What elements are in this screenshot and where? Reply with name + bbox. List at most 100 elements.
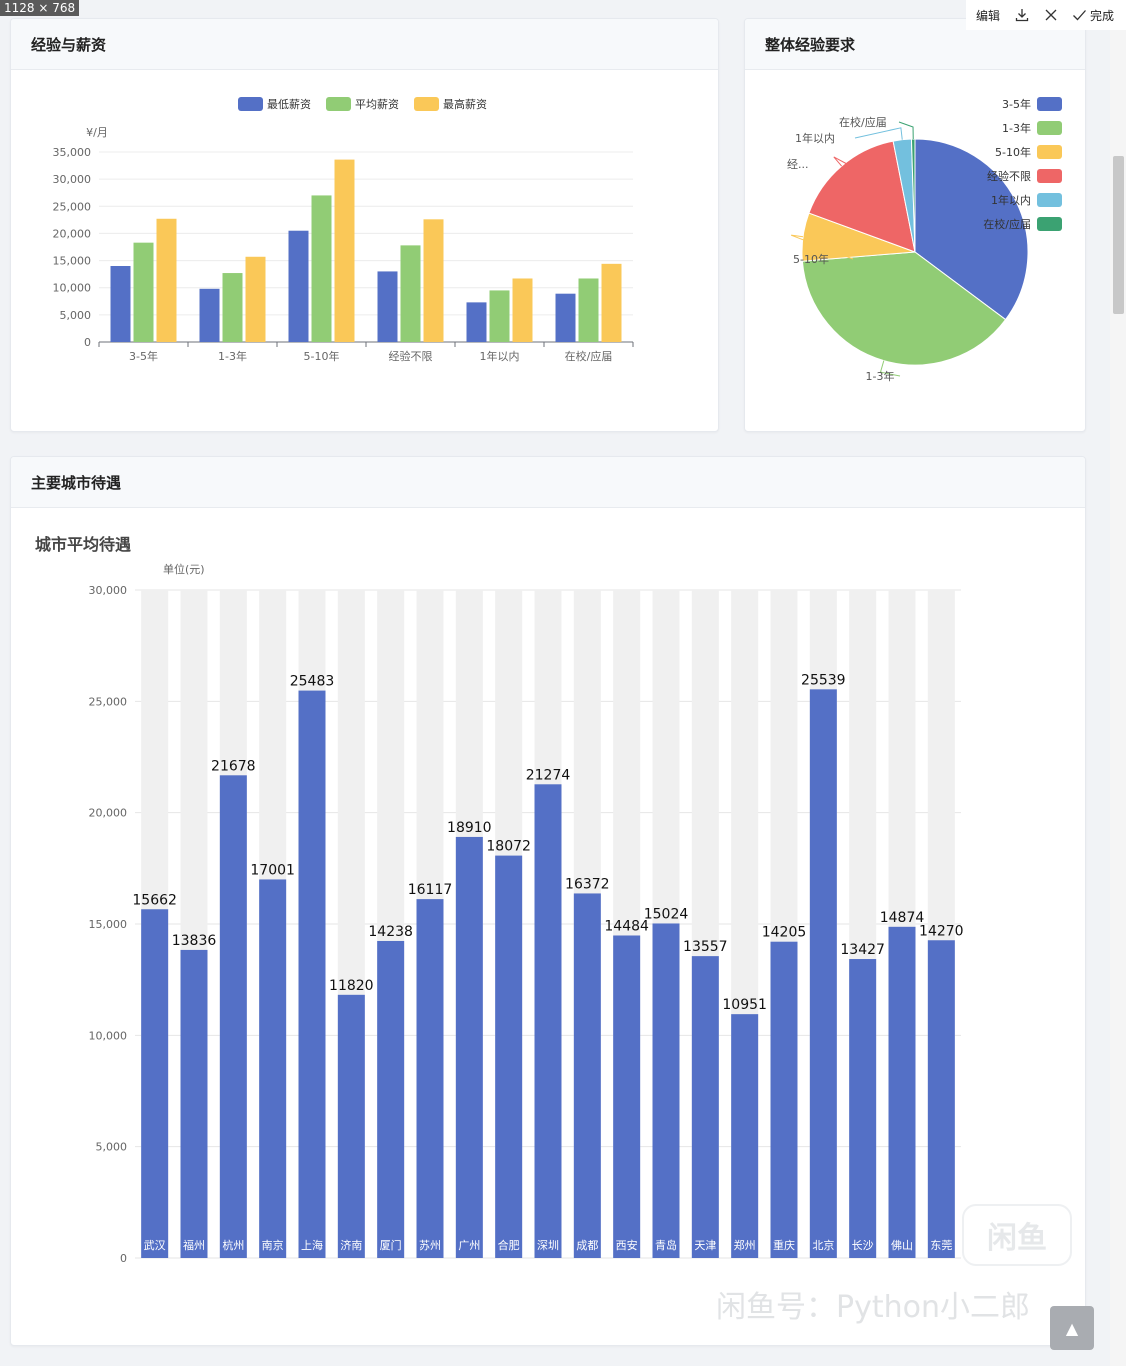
edit-button[interactable]: 编辑 bbox=[976, 7, 1000, 24]
bar bbox=[400, 245, 421, 342]
x-tick-label: 1年以内 bbox=[480, 349, 520, 363]
x-tick-label: 3-5年 bbox=[129, 349, 158, 363]
pie-slice-label: 5-10年 bbox=[793, 252, 829, 266]
x-tick-label: 东莞 bbox=[930, 1239, 952, 1252]
data-label: 15662 bbox=[132, 892, 177, 908]
legend-label: 最高薪资 bbox=[443, 97, 487, 111]
done-button[interactable]: 完成 bbox=[1072, 7, 1114, 24]
bar bbox=[691, 956, 719, 1258]
done-label: 完成 bbox=[1089, 8, 1114, 23]
data-label: 13557 bbox=[683, 939, 728, 955]
pie-slice bbox=[910, 138, 916, 253]
pie-slice-label: 1年以内 bbox=[795, 131, 835, 145]
back-to-top-button[interactable]: ▲ bbox=[1050, 1306, 1094, 1350]
bar bbox=[888, 926, 916, 1258]
bar bbox=[601, 263, 622, 342]
bar bbox=[141, 909, 169, 1258]
bar bbox=[731, 1014, 759, 1258]
x-tick-label: 重庆 bbox=[773, 1238, 795, 1252]
data-label: 10951 bbox=[722, 997, 767, 1013]
data-label: 18072 bbox=[486, 839, 531, 855]
y-tick-label: 20,000 bbox=[89, 807, 128, 820]
close-button[interactable] bbox=[1044, 8, 1058, 22]
x-tick-label: 佛山 bbox=[891, 1239, 913, 1252]
pie-slice bbox=[801, 251, 1007, 366]
y-tick-label: 10,000 bbox=[53, 282, 92, 295]
city-card-title: 主要城市待遇 bbox=[11, 457, 1085, 508]
y-tick-label: 5,000 bbox=[96, 1141, 128, 1154]
x-tick-label: 福州 bbox=[183, 1238, 205, 1252]
y-axis-label: ¥/月 bbox=[86, 126, 108, 139]
bar bbox=[298, 690, 326, 1258]
y-tick-label: 30,000 bbox=[89, 584, 128, 597]
x-tick-label: 广州 bbox=[458, 1239, 480, 1252]
pie-slice-label: 经... bbox=[787, 158, 809, 171]
bar bbox=[573, 893, 601, 1258]
x-tick-label: 成都 bbox=[576, 1239, 598, 1252]
bar bbox=[927, 940, 955, 1258]
x-tick-label: 合肥 bbox=[498, 1238, 520, 1252]
bar bbox=[489, 290, 510, 342]
bar bbox=[578, 278, 599, 342]
pie-slice-label: 在校/应届 bbox=[839, 115, 887, 129]
bar bbox=[334, 159, 355, 342]
legend-label: 经验不限 bbox=[987, 169, 1031, 183]
legend-swatch bbox=[326, 97, 351, 111]
pie-callout-line bbox=[833, 156, 848, 167]
bar bbox=[416, 899, 444, 1258]
bar bbox=[555, 293, 576, 342]
bar bbox=[809, 689, 837, 1258]
data-label: 11820 bbox=[329, 978, 374, 994]
x-tick-label: 青岛 bbox=[655, 1238, 677, 1252]
exp-salary-chart: 0 5,000 10,000 15,000 20,000 25,000 30,000 35,0… bbox=[53, 97, 634, 363]
bar bbox=[455, 836, 483, 1258]
x-tick-label: 苏州 bbox=[419, 1239, 441, 1252]
scrollbar-thumb[interactable] bbox=[1113, 156, 1124, 314]
bar bbox=[156, 218, 177, 342]
bar bbox=[652, 923, 680, 1258]
legend-label: 5-10年 bbox=[995, 145, 1031, 159]
city-card: 主要城市待遇 城市平均待遇 单位(元) 0 5,000 10,000 15,000 20,0… bbox=[10, 456, 1086, 1346]
legend-label: 1-3年 bbox=[1002, 121, 1031, 135]
legend-swatch bbox=[1037, 145, 1062, 159]
y-tick-label: 10,000 bbox=[89, 1029, 128, 1042]
y-tick-label: 0 bbox=[120, 1252, 127, 1265]
bar bbox=[512, 278, 533, 342]
y-tick-label: 0 bbox=[84, 336, 91, 349]
bar bbox=[534, 784, 562, 1258]
y-tick-label: 5,000 bbox=[60, 309, 92, 322]
data-label: 13427 bbox=[840, 942, 885, 958]
chevron-up-icon: ▲ bbox=[1065, 1318, 1079, 1338]
x-tick-label: 北京 bbox=[812, 1238, 834, 1252]
data-label: 16117 bbox=[408, 882, 453, 898]
screenshot-toolbar: 编辑 完成 bbox=[965, 0, 1126, 30]
bar bbox=[288, 230, 309, 342]
download-icon bbox=[1015, 9, 1029, 22]
y-tick-label: 25,000 bbox=[89, 695, 128, 708]
x-tick-label: 在校/应届 bbox=[565, 349, 613, 363]
x-tick-label: 长沙 bbox=[852, 1239, 874, 1252]
legend-swatch bbox=[1037, 121, 1062, 135]
legend-label: 平均薪资 bbox=[355, 98, 399, 111]
data-label: 18910 bbox=[447, 820, 492, 836]
y-tick-label: 15,000 bbox=[53, 255, 92, 268]
x-tick-label: 厦门 bbox=[380, 1238, 402, 1252]
data-label: 14205 bbox=[762, 925, 807, 941]
exp-salary-card: 经验与薪资 0 5,000 10,000 15,000 20,000 25,000 30,0… bbox=[10, 18, 719, 432]
legend-label: 1年以内 bbox=[991, 193, 1031, 207]
page-scrollbar[interactable] bbox=[1110, 30, 1126, 1366]
bar bbox=[495, 855, 523, 1258]
data-label: 25483 bbox=[290, 674, 335, 690]
data-label: 15024 bbox=[644, 906, 689, 922]
x-tick-label: 1-3年 bbox=[218, 349, 247, 363]
y-tick-label: 25,000 bbox=[53, 200, 92, 213]
download-button[interactable] bbox=[1014, 7, 1030, 23]
bar bbox=[245, 256, 266, 342]
legend-swatch bbox=[1037, 217, 1062, 231]
y-tick-label: 15,000 bbox=[89, 918, 128, 931]
data-label: 13836 bbox=[172, 933, 217, 949]
bar bbox=[337, 994, 365, 1258]
legend-swatch bbox=[238, 97, 263, 111]
data-label: 14484 bbox=[604, 918, 649, 934]
x-tick-label: 经验不限 bbox=[389, 349, 433, 363]
